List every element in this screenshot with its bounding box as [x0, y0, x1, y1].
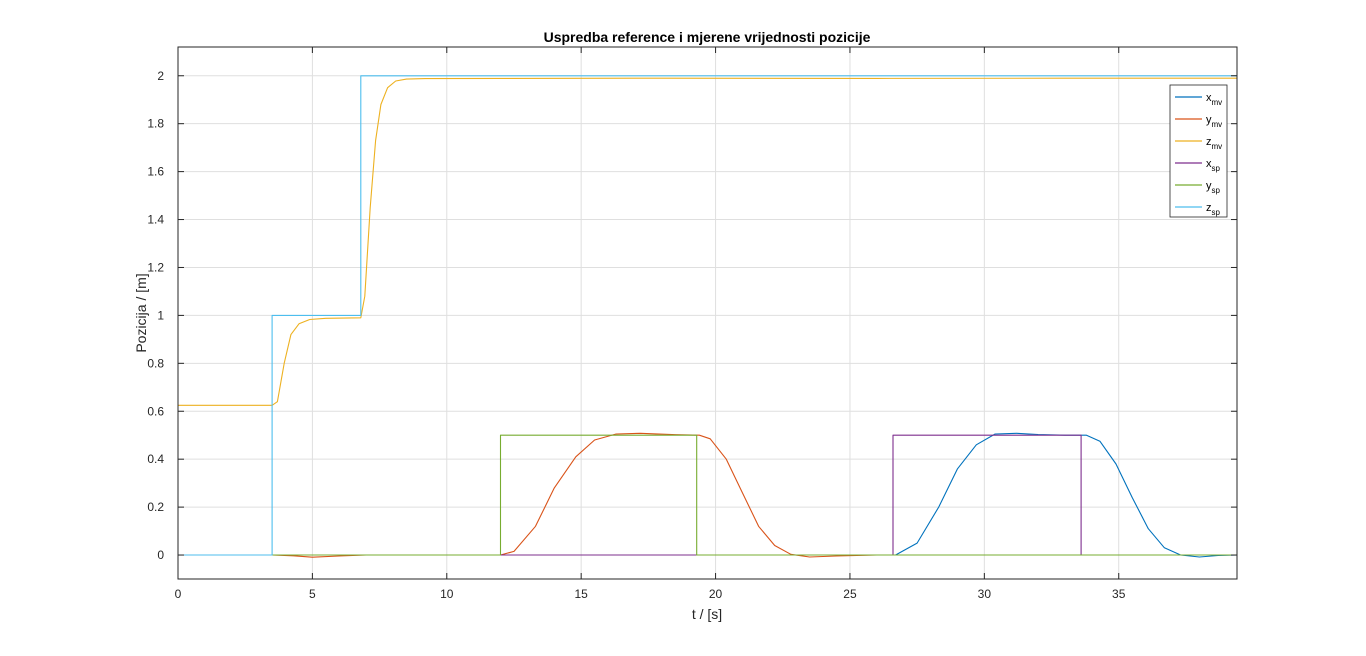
series-lines	[178, 75, 1238, 558]
series-line-z-sp	[178, 75, 1237, 556]
series-line-y-mv	[178, 432, 1237, 558]
plot-frame	[177, 46, 1238, 580]
legend-label-x-sp: xsp	[1206, 158, 1221, 173]
y-tick-label: 2	[157, 69, 164, 83]
series-line-z-mv	[178, 77, 1237, 406]
legend-label-z-sp: zsp	[1206, 202, 1221, 217]
legend-label-x-mv: xmv	[1206, 92, 1222, 107]
x-tick-label: 35	[1112, 587, 1126, 601]
chart-title: Uspredba reference i mjerene vrijednosti…	[544, 29, 871, 45]
y-axis-title: Pozicija / [m]	[133, 273, 149, 352]
series-line-y-sp	[178, 434, 1237, 556]
y-tick-label: 0.2	[147, 500, 164, 514]
y-tick-label: 0.6	[147, 404, 164, 418]
x-tick-label: 0	[175, 587, 182, 601]
x-tick-label: 30	[978, 587, 992, 601]
y-tick-label: 1	[157, 308, 164, 322]
x-tick-label: 5	[309, 587, 316, 601]
y-tick-label: 1.8	[147, 117, 164, 131]
grid	[177, 47, 1237, 579]
x-tick-label: 25	[843, 587, 857, 601]
y-tick-label: 0.8	[147, 356, 164, 370]
plot-area	[178, 47, 1237, 579]
legend-label-y-mv: ymv	[1206, 114, 1222, 129]
legend-label-y-sp: ysp	[1206, 180, 1221, 195]
ticks: 0 5 10 15 20 25 30 35 0 0.2 0.4 0.6 0.8 1 1.2 1.4 1.6 1.8…	[147, 47, 1237, 601]
x-tick-label: 15	[574, 587, 588, 601]
x-tick-label: 10	[440, 587, 454, 601]
y-tick-label: 0	[157, 548, 164, 562]
legend-box	[1169, 84, 1228, 218]
y-tick-label: 1.6	[147, 165, 164, 179]
y-tick-label: 1.2	[147, 260, 164, 274]
x-tick-label: 20	[709, 587, 723, 601]
legend-label-z-mv: zmv	[1206, 136, 1222, 151]
x-axis-title: t / [s]	[692, 606, 722, 622]
y-tick-label: 0.4	[147, 452, 164, 466]
legend: xmv ymv zmv xsp ysp zsp	[1169, 84, 1228, 218]
y-tick-label: 1.4	[147, 213, 164, 227]
